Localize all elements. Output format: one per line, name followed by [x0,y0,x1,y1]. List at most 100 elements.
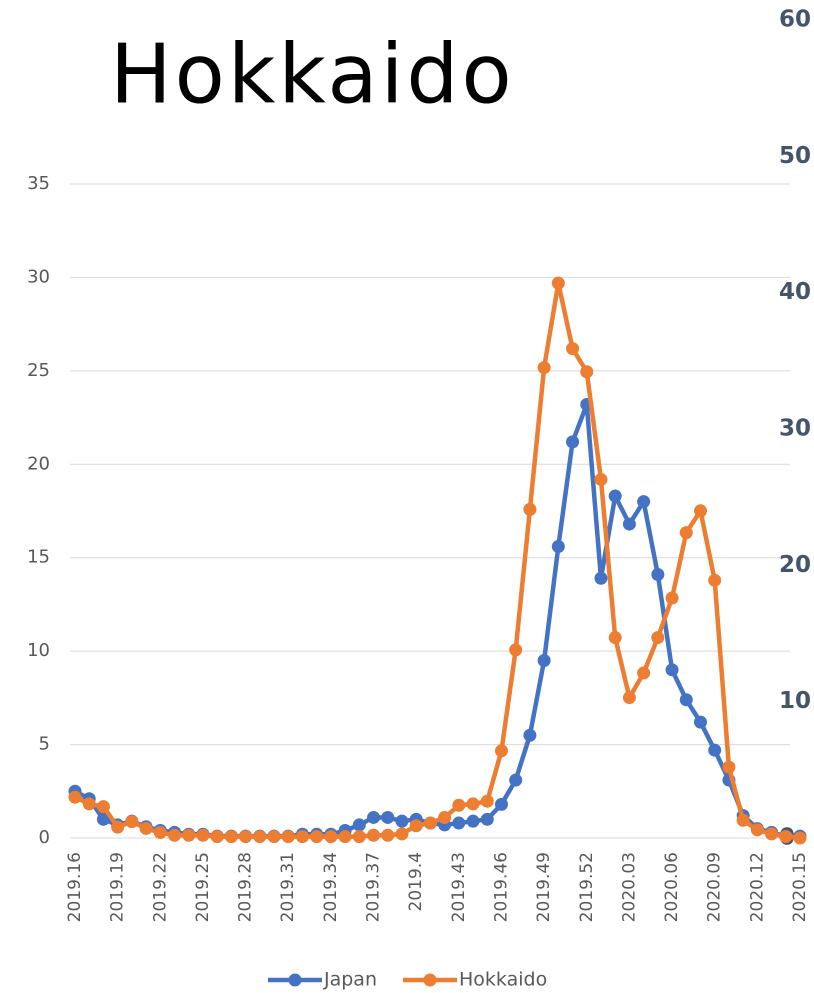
data-point [324,830,338,844]
x-tick-label: 2019.43 [449,852,469,922]
x-tick-label: 2019.4 [406,852,426,911]
y-tick-label: 20 [27,453,50,474]
data-point [367,810,381,824]
data-point [111,820,125,834]
data-point [210,830,224,844]
data-point [68,790,82,804]
data-point [608,489,622,503]
x-tick-label: 2020.06 [662,852,682,922]
data-point [239,830,253,844]
data-point [622,517,636,531]
data-point [480,812,494,826]
data-point [551,540,565,554]
series-line [74,280,801,841]
data-point [367,828,381,842]
data-point [480,794,494,808]
data-point [665,663,679,677]
data-point [594,571,608,585]
data-point [253,830,267,844]
y2-tick-label: 20 [779,552,811,578]
data-point [750,823,764,837]
data-point [566,342,580,356]
legend-marker [423,973,437,987]
y-tick-label: 25 [27,360,50,381]
data-point [168,828,182,842]
y-tick-label: 10 [27,640,50,661]
data-point [182,828,196,842]
data-point [267,830,281,844]
data-point [580,365,594,379]
chart-title: Hokkaido [110,27,515,122]
data-point [665,591,679,605]
data-point [793,831,807,845]
data-point [537,653,551,667]
x-tick-label: 2020.12 [747,852,767,922]
y-tick-label: 5 [39,734,50,755]
x-tick-label: 2020.09 [705,852,725,922]
y2-tick-label: 10 [779,688,811,714]
data-point [566,435,580,449]
x-tick-label: 2019.52 [577,852,597,922]
data-point [352,830,366,844]
y2-tick-label: 60 [779,7,811,33]
data-point [523,728,537,742]
data-point [196,828,210,842]
x-tick-label: 2019.22 [150,852,170,922]
data-point [409,819,423,833]
legend-label: Japan [323,969,377,991]
data-point [523,502,537,516]
x-tick-label: 2019.46 [491,852,511,922]
data-point [452,798,466,812]
x-tick-label: 2019.28 [236,852,256,922]
data-point [452,816,466,830]
x-tick-label: 2019.19 [108,852,128,922]
data-point [494,744,508,758]
data-point [381,828,395,842]
data-point [423,816,437,830]
data-point [722,760,736,774]
data-point [466,814,480,828]
data-point [494,797,508,811]
data-point [551,276,565,290]
y-tick-label: 35 [27,173,50,194]
data-point [736,813,750,827]
data-point [693,715,707,729]
series-line [73,402,800,839]
data-point [125,815,139,829]
data-point [281,830,295,844]
x-tick-label: 2019.25 [193,852,213,922]
data-point [594,472,608,486]
data-point [395,827,409,841]
y2-tick-label: 50 [779,143,811,169]
data-point [679,693,693,707]
legend-marker [288,973,302,987]
y-tick-label: 30 [27,266,50,287]
data-point [466,797,480,811]
data-point [352,818,366,832]
data-point [708,573,722,587]
x-tick-label: 2019.16 [65,852,85,922]
data-point [708,743,722,757]
data-point [395,814,409,828]
data-point [153,826,167,840]
data-point [310,830,324,844]
data-point [224,830,238,844]
data-point [96,800,110,814]
legend-label: Hokkaido [459,969,547,991]
data-point [338,830,352,844]
x-tick-label: 2020.15 [790,852,810,922]
data-point [537,361,551,375]
x-tick-label: 2019.31 [278,852,298,922]
data-point [779,830,793,844]
y-tick-label: 0 [39,827,50,848]
data-point [693,504,707,518]
x-tick-label: 2020.03 [619,852,639,922]
data-point [651,631,665,645]
data-point [96,812,110,826]
x-tick-label: 2019.34 [321,852,341,922]
data-point [509,643,523,657]
data-point [139,821,153,835]
y-tick-label: 15 [27,547,50,568]
data-point [509,773,523,787]
